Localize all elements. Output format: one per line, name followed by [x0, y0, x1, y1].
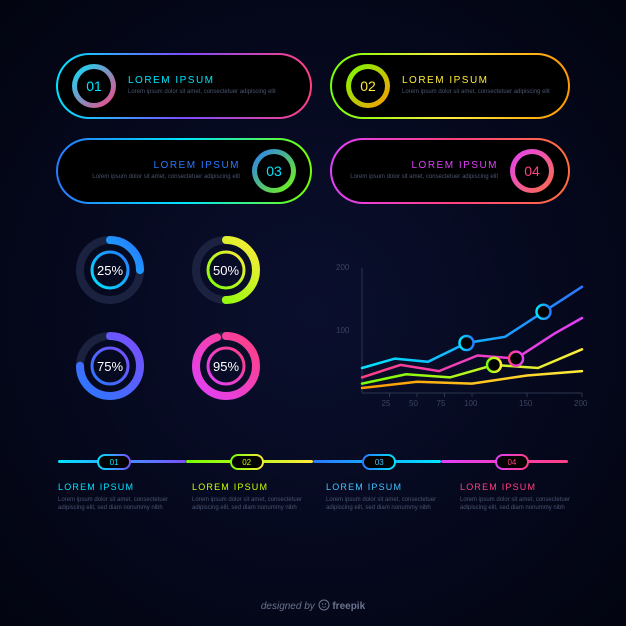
pill-title: LOREM IPSUM	[402, 75, 550, 86]
timeline-node-04: 04	[495, 454, 529, 470]
timeline-node-02: 02	[230, 454, 264, 470]
pill-title: LOREM IPSUM	[128, 75, 276, 86]
timeline-block-1: LOREM IPSUM Lorem ipsum dolor sit amet, …	[58, 482, 178, 513]
percent-label: 50%	[190, 234, 262, 306]
timeline-block-desc: Lorem ipsum dolor sit amet, consectetuer…	[58, 496, 178, 513]
pill-number-circle: 02	[346, 64, 390, 108]
timeline-block-desc: Lorem ipsum dolor sit amet, consectetuer…	[460, 496, 580, 513]
info-pill-03: 03 LOREM IPSUM Lorem ipsum dolor sit ame…	[58, 140, 310, 202]
percent-label: 75%	[74, 330, 146, 402]
timeline-block-desc: Lorem ipsum dolor sit amet, consectetuer…	[326, 496, 446, 513]
timeline-node-03: 03	[362, 454, 396, 470]
timeline-block-title: LOREM IPSUM	[58, 482, 178, 492]
pill-number-circle: 03	[252, 149, 296, 193]
timeline-block-title: LOREM IPSUM	[460, 482, 580, 492]
timeline-node-01: 01	[97, 454, 131, 470]
pill-number-circle: 04	[510, 149, 554, 193]
chart-ylabel: 100	[336, 326, 349, 335]
info-pill-04: 04 LOREM IPSUM Lorem ipsum dolor sit ame…	[332, 140, 568, 202]
pill-number: 01	[77, 69, 111, 103]
chart-xlabel: 200	[574, 399, 587, 408]
chart-xlabel: 50	[409, 399, 418, 408]
chart-ylabel: 200	[336, 263, 349, 272]
credit-line: designed by freepik	[0, 599, 626, 612]
pill-number: 02	[351, 69, 385, 103]
percent-gauge-75: 75%	[74, 330, 146, 402]
timeline-block-2: LOREM IPSUM Lorem ipsum dolor sit amet, …	[192, 482, 312, 513]
percent-gauge-95: 95%	[190, 330, 262, 402]
chart-xlabel: 75	[437, 399, 446, 408]
timeline-node-label: 04	[497, 456, 527, 468]
timeline: 01 02 03 04	[58, 454, 568, 470]
timeline-node-label: 01	[99, 456, 129, 468]
line-chart: 100200255075100150200	[332, 258, 582, 408]
timeline-block-desc: Lorem ipsum dolor sit amet, consectetuer…	[192, 496, 312, 513]
pill-desc: Lorem ipsum dolor sit amet, consectetuer…	[92, 174, 240, 182]
chart-xlabel: 100	[464, 399, 477, 408]
pill-number: 03	[257, 154, 291, 188]
credit-brand: freepik	[332, 601, 365, 612]
timeline-node-label: 02	[232, 456, 262, 468]
timeline-block-4: LOREM IPSUM Lorem ipsum dolor sit amet, …	[460, 482, 580, 513]
timeline-node-label: 03	[364, 456, 394, 468]
timeline-block-title: LOREM IPSUM	[326, 482, 446, 492]
pill-title: LOREM IPSUM	[92, 160, 240, 171]
percent-label: 95%	[190, 330, 262, 402]
info-pill-02: 02 LOREM IPSUM Lorem ipsum dolor sit ame…	[332, 55, 568, 117]
pill-number-circle: 01	[72, 64, 116, 108]
credit-prefix: designed by	[261, 601, 318, 612]
pill-desc: Lorem ipsum dolor sit amet, consectetuer…	[128, 89, 276, 97]
pill-desc: Lorem ipsum dolor sit amet, consectetuer…	[350, 174, 498, 182]
timeline-block-3: LOREM IPSUM Lorem ipsum dolor sit amet, …	[326, 482, 446, 513]
pill-title: LOREM IPSUM	[350, 160, 498, 171]
info-pill-01: 01 LOREM IPSUM Lorem ipsum dolor sit ame…	[58, 55, 310, 117]
percent-gauge-25: 25%	[74, 234, 146, 306]
chart-xlabel: 150	[519, 399, 532, 408]
percent-label: 25%	[74, 234, 146, 306]
percent-gauge-50: 50%	[190, 234, 262, 306]
freepik-icon	[318, 599, 330, 611]
chart-xlabel: 25	[382, 399, 391, 408]
pill-desc: Lorem ipsum dolor sit amet, consectetuer…	[402, 89, 550, 97]
pill-number: 04	[515, 154, 549, 188]
timeline-block-title: LOREM IPSUM	[192, 482, 312, 492]
